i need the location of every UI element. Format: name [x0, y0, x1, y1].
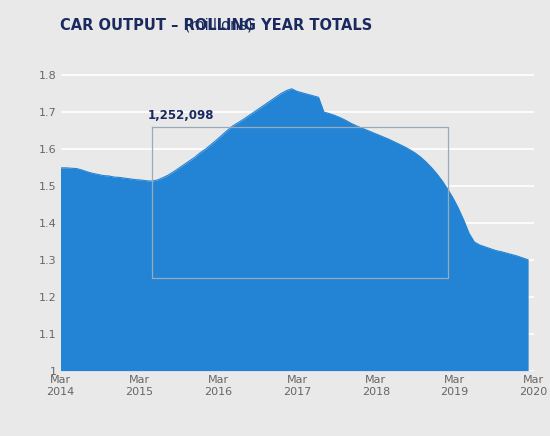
Text: 1,252,098: 1,252,098: [148, 109, 214, 123]
Text: (millions): (millions): [180, 18, 253, 33]
Text: CAR OUTPUT – ROLLING YEAR TOTALS: CAR OUTPUT – ROLLING YEAR TOTALS: [60, 18, 373, 33]
